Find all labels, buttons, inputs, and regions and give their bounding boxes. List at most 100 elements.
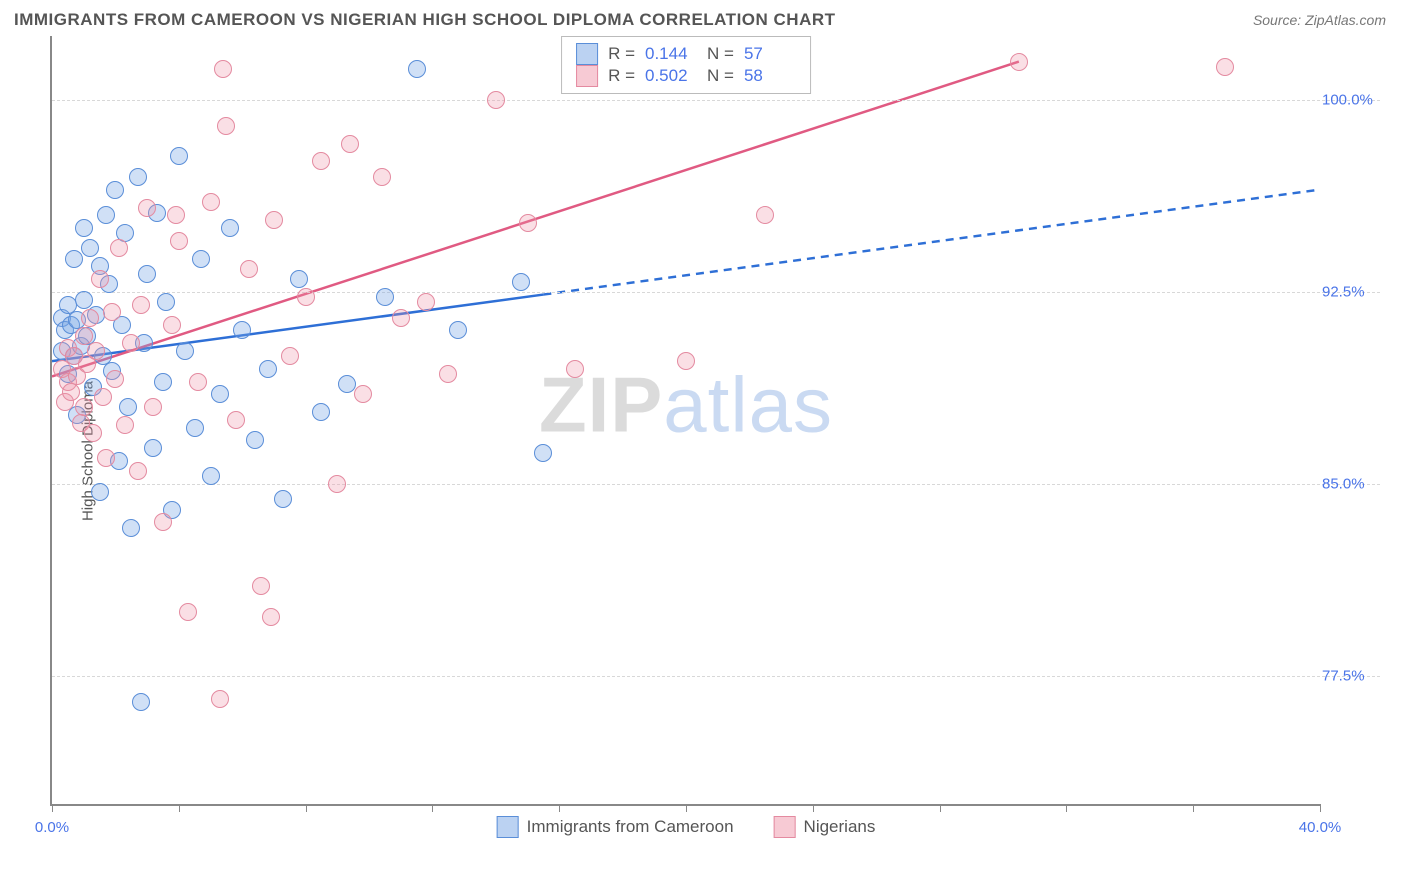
data-point-pink [265,211,283,229]
data-point-pink [132,296,150,314]
data-point-pink [167,206,185,224]
x-tick-label: 40.0% [1299,819,1342,836]
data-point-blue [290,270,308,288]
data-point-pink [122,334,140,352]
stats-legend-box: R = 0.144 N = 57 R = 0.502 N = 58 [561,36,811,94]
x-tick [52,804,53,812]
data-point-pink [312,152,330,170]
data-point-pink [87,342,105,360]
n-value: 58 [744,66,796,86]
data-point-pink [354,385,372,403]
data-point-blue [75,219,93,237]
series-legend: Immigrants from Cameroon Nigerians [497,816,876,838]
x-tick [686,804,687,812]
data-point-pink [110,239,128,257]
data-point-pink [97,449,115,467]
stats-row-blue: R = 0.144 N = 57 [576,43,796,65]
data-point-blue [221,219,239,237]
data-point-pink [297,288,315,306]
data-point-pink [252,577,270,595]
data-point-pink [677,352,695,370]
data-point-blue [176,342,194,360]
data-point-pink [81,309,99,327]
trendline-blue-dashed [543,190,1320,295]
data-point-blue [119,398,137,416]
gridline-h [52,676,1380,677]
data-point-pink [227,411,245,429]
r-label: R = [608,66,635,86]
stats-row-pink: R = 0.502 N = 58 [576,65,796,87]
data-point-pink [202,193,220,211]
data-point-blue [192,250,210,268]
data-point-pink [519,214,537,232]
r-value: 0.144 [645,44,697,64]
y-tick-label: 92.5% [1322,284,1382,301]
data-point-pink [138,199,156,217]
data-point-blue [534,444,552,462]
watermark-zip: ZIP [539,360,663,448]
legend-item-pink: Nigerians [774,816,876,838]
data-point-blue [312,403,330,421]
data-point-pink [163,316,181,334]
data-point-blue [138,265,156,283]
data-point-pink [94,388,112,406]
legend-item-blue: Immigrants from Cameroon [497,816,734,838]
x-tick [179,804,180,812]
data-point-blue [65,250,83,268]
x-tick [1320,804,1321,812]
data-point-blue [91,483,109,501]
data-point-pink [211,690,229,708]
n-label: N = [707,44,734,64]
data-point-pink [487,91,505,109]
swatch-blue-icon [576,43,598,65]
data-point-pink [281,347,299,365]
data-point-pink [439,365,457,383]
data-point-pink [103,303,121,321]
gridline-h [52,484,1380,485]
data-point-pink [189,373,207,391]
data-point-blue [170,147,188,165]
data-point-pink [341,135,359,153]
data-point-blue [97,206,115,224]
n-value: 57 [744,44,796,64]
y-tick-label: 100.0% [1322,92,1382,109]
plot-area: ZIPatlas R =0.144N =57R =0.502N =58 Immi… [50,36,1320,806]
x-tick-label: 0.0% [35,819,69,836]
x-tick [559,804,560,812]
data-point-blue [211,385,229,403]
data-point-pink [129,462,147,480]
data-point-blue [81,239,99,257]
data-point-blue [259,360,277,378]
data-point-pink [106,370,124,388]
watermark-atlas: atlas [663,360,833,448]
data-point-pink [154,513,172,531]
data-point-blue [129,168,147,186]
data-point-blue [408,60,426,78]
data-point-pink [262,608,280,626]
data-point-pink [392,309,410,327]
gridline-h [52,292,1380,293]
n-label: N = [707,66,734,86]
data-point-pink [62,383,80,401]
data-point-blue [202,467,220,485]
r-label: R = [608,44,635,64]
x-tick [306,804,307,812]
data-point-pink [328,475,346,493]
data-point-pink [217,117,235,135]
chart-container: High School Diploma ZIPatlas R =0.144N =… [14,36,1392,866]
data-point-blue [246,431,264,449]
data-point-pink [373,168,391,186]
data-point-pink [144,398,162,416]
data-point-blue [122,519,140,537]
legend-label: Nigerians [804,817,876,837]
r-value: 0.502 [645,66,697,86]
x-tick [813,804,814,812]
swatch-blue-icon [497,816,519,838]
data-point-pink [75,398,93,416]
data-point-pink [756,206,774,224]
legend-label: Immigrants from Cameroon [527,817,734,837]
data-point-blue [338,375,356,393]
swatch-pink-icon [774,816,796,838]
x-tick [432,804,433,812]
data-point-pink [417,293,435,311]
